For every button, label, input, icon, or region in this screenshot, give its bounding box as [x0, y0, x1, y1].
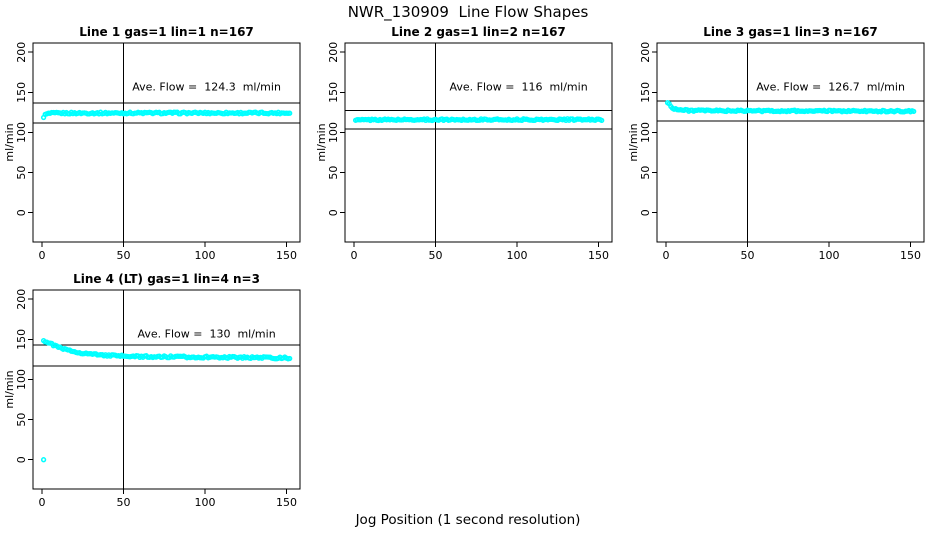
x-tick-label: 0: [350, 249, 357, 262]
y-tick-label: 150: [639, 82, 652, 103]
y-tick-label: 100: [639, 122, 652, 143]
y-tick-label: 50: [15, 166, 28, 180]
y-tick-label: 150: [15, 329, 28, 350]
x-tick-label: 100: [818, 249, 839, 262]
y-tick-label: 0: [15, 456, 28, 463]
x-tick-label: 150: [900, 249, 921, 262]
ave-flow-label: Ave. Flow = 124.3 ml/min: [132, 81, 281, 94]
plot-box: [656, 42, 925, 243]
ave-flow-label: Ave. Flow = 116 ml/min: [450, 81, 588, 94]
y-tick-label: 50: [327, 166, 340, 180]
data-point: [599, 117, 605, 124]
x-tick-label: 50: [116, 496, 130, 509]
plot-box: [32, 289, 301, 490]
panel-title: Line 3 gas=1 lin=3 n=167: [703, 25, 878, 39]
x-tick-label: 0: [38, 496, 45, 509]
y-tick-label: 200: [639, 42, 652, 63]
x-tick-label: 150: [588, 249, 609, 262]
x-tick-label: 50: [116, 249, 130, 262]
y-tick-label: 100: [15, 369, 28, 390]
y-axis-title: ml/min: [3, 370, 16, 408]
y-axis-title: ml/min: [3, 123, 16, 161]
y-tick-label: 100: [15, 122, 28, 143]
y-tick-label: 50: [639, 166, 652, 180]
x-tick-label: 0: [662, 249, 669, 262]
y-axis-title: ml/min: [627, 123, 640, 161]
y-tick-label: 50: [15, 413, 28, 427]
y-tick-label: 150: [327, 82, 340, 103]
data-point: [287, 355, 293, 362]
x-tick-label: 100: [194, 249, 215, 262]
y-axis-title: ml/min: [315, 123, 328, 161]
panel-line-4: 0 50 100 150 0 50 100 150 200 ml/min Line 4 (LT) g…: [3, 272, 301, 509]
y-tick-label: 200: [327, 42, 340, 63]
x-tick-label: 50: [740, 249, 754, 262]
outlier-data-point: [40, 457, 47, 463]
ave-flow-label: Ave. Flow = 126.7 ml/min: [756, 81, 905, 94]
x-tick-label: 100: [506, 249, 527, 262]
panel-title: Line 2 gas=1 lin=2 n=167: [391, 25, 566, 39]
panel-title: Line 1 gas=1 lin=1 n=167: [79, 25, 254, 39]
data-point: [911, 108, 917, 115]
x-tick-label: 150: [276, 496, 297, 509]
figure-title: NWR_130909 Line Flow Shapes: [347, 3, 589, 21]
ave-flow-label: Ave. Flow = 130 ml/min: [138, 328, 276, 341]
data-point: [287, 110, 293, 116]
panel-line-2: 0 50 100 150 0 50 100 150 200 ml/min Line 2 gas=1 …: [315, 25, 613, 262]
x-tick-label: 150: [276, 249, 297, 262]
y-tick-label: 150: [15, 82, 28, 103]
x-tick-label: 0: [38, 249, 45, 262]
plot-box: [344, 42, 613, 243]
panel-line-3: 0 50 100 150 0 50 100 150 200 ml/min Line 3 gas=1 …: [627, 25, 925, 262]
panel-line-1: 0 50 100 150 0 50 100 150 200 ml/min Line 1 gas=1 …: [3, 25, 301, 262]
x-axis-label: Jog Position (1 second resolution): [355, 512, 581, 528]
y-tick-label: 0: [327, 209, 340, 216]
panel-title: Line 4 (LT) gas=1 lin=4 n=3: [73, 272, 260, 286]
y-tick-label: 100: [327, 122, 340, 143]
y-tick-label: 0: [15, 209, 28, 216]
y-tick-label: 200: [15, 289, 28, 310]
x-tick-label: 50: [428, 249, 442, 262]
x-tick-label: 100: [194, 496, 215, 509]
y-tick-label: 200: [15, 42, 28, 63]
plot-box: [32, 42, 301, 243]
y-tick-label: 0: [639, 209, 652, 216]
